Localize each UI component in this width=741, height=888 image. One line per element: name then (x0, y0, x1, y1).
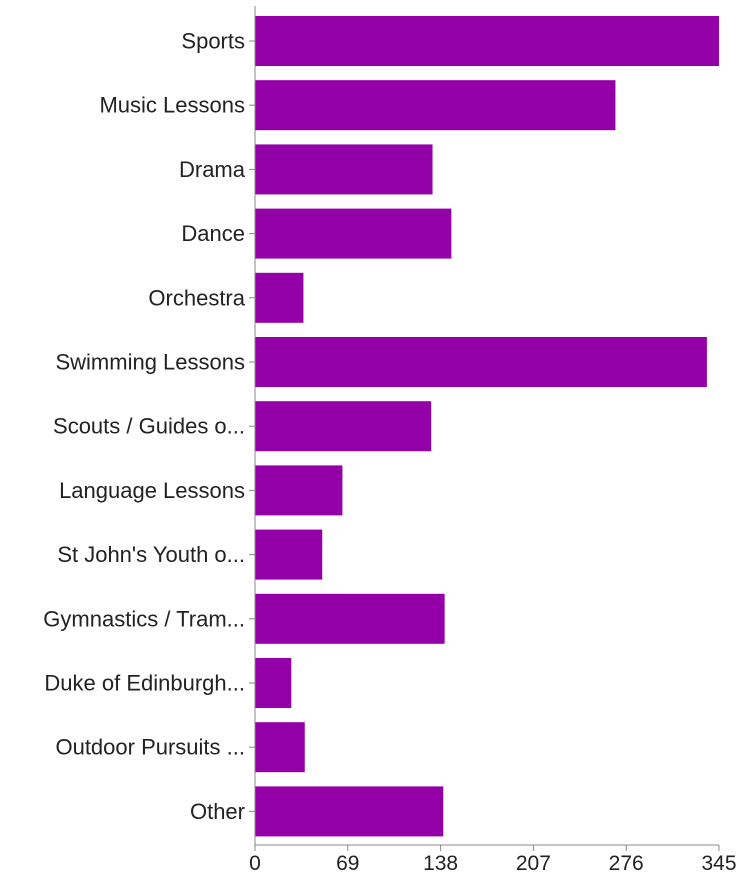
category-label: Swimming Lessons (55, 350, 245, 375)
bar-7[interactable] (255, 465, 343, 516)
axis-layer (249, 6, 720, 851)
bars-layer (255, 16, 719, 837)
category-label: Orchestra (148, 285, 245, 310)
category-label: Dance (181, 221, 245, 246)
bar-8[interactable] (255, 529, 323, 580)
bar-5[interactable] (255, 337, 707, 387)
category-label: Scouts / Guides o... (53, 414, 245, 439)
category-label: Other (190, 799, 245, 824)
category-label: Music Lessons (99, 93, 245, 118)
bar-10[interactable] (255, 658, 292, 708)
category-label: Duke of Edinburgh... (44, 671, 245, 696)
x-tick-label: 138 (423, 852, 458, 875)
bar-6[interactable] (255, 401, 432, 452)
x-tick-label: 276 (609, 852, 644, 875)
x-tick-label: 345 (701, 852, 736, 875)
category-label: Gymnastics / Tram... (43, 606, 245, 631)
bar-12[interactable] (255, 786, 444, 837)
bar-9[interactable] (255, 593, 445, 644)
bar-11[interactable] (255, 722, 305, 773)
labels-layer: Sports Music Lessons Drama Dance Orchestra Sw… (43, 29, 736, 876)
x-tick-label: 207 (516, 852, 551, 875)
bar-4[interactable] (255, 272, 304, 323)
x-tick-label: 0 (249, 852, 261, 875)
category-label: Sports (181, 29, 245, 54)
bar-3[interactable] (255, 208, 452, 259)
bar-1[interactable] (255, 80, 616, 131)
category-label: Drama (179, 157, 246, 182)
bar-0[interactable] (255, 16, 719, 66)
bar-2[interactable] (255, 144, 433, 195)
category-label: St John's Youth o... (57, 542, 245, 567)
x-tick-label: 69 (336, 852, 359, 875)
category-label: Language Lessons (59, 478, 245, 503)
category-label: Outdoor Pursuits ... (55, 735, 245, 760)
